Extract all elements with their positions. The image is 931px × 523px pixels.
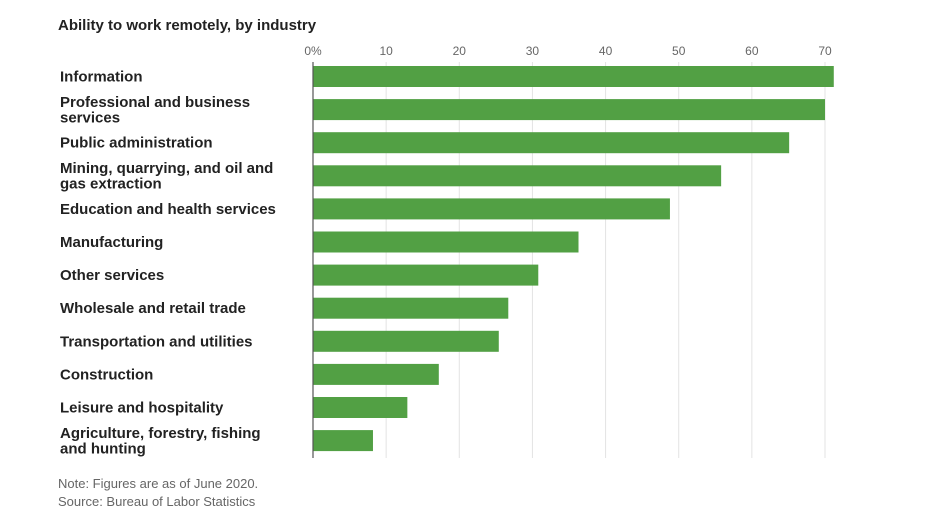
x-tick-label: 10 [379,44,393,58]
chart-title: Ability to work remotely, by industry [58,17,317,34]
category-label: Other services [60,267,164,284]
bar [313,132,790,154]
category-label: Professional and business services [60,94,250,127]
category-label: Education and health services [60,201,276,218]
category-label: Public administration [60,135,213,152]
category-labels: Information Professional and business serv… [60,69,276,458]
note-text: Note: Figures are as of June 2020. [58,476,259,491]
category-label: Mining, quarrying, and oil and gas extrac… [60,160,273,193]
bar [313,66,834,87]
category-label: Manufacturing [60,234,163,251]
bar [313,231,579,253]
source-text: Source: Bureau of Labor Statistics [58,494,256,509]
x-tick-label: 0% [304,44,322,58]
bar [313,165,722,187]
x-tick-label: 70 [818,44,832,58]
x-axis-ticks: 0% 10 20 30 40 50 60 70 [304,44,832,58]
x-tick-label: 50 [672,44,686,58]
gridlines [385,62,826,458]
bar [313,198,670,220]
category-label: Construction [60,366,153,383]
bar [313,397,408,418]
category-label: Wholesale and retail trade [60,300,246,317]
category-label: Leisure and hospitality [60,400,224,417]
category-label: Agriculture, forestry, fishing and huntin… [60,425,261,458]
category-label: Transportation and utilities [60,333,253,350]
bar [313,99,825,121]
bar [313,363,439,385]
bar [313,330,499,352]
bar [313,430,373,452]
bar-chart: 0% 10 20 30 40 50 60 70 Information Professional… [60,44,834,458]
bar [313,264,539,286]
x-tick-label: 40 [599,44,613,58]
bars [313,66,834,452]
category-label: Information [60,69,143,86]
x-tick-label: 30 [526,44,540,58]
bar [313,297,509,319]
x-tick-label: 60 [745,44,759,58]
x-tick-label: 20 [453,44,467,58]
footnotes: Note: Figures are as of June 2020. Sourc… [58,475,258,511]
